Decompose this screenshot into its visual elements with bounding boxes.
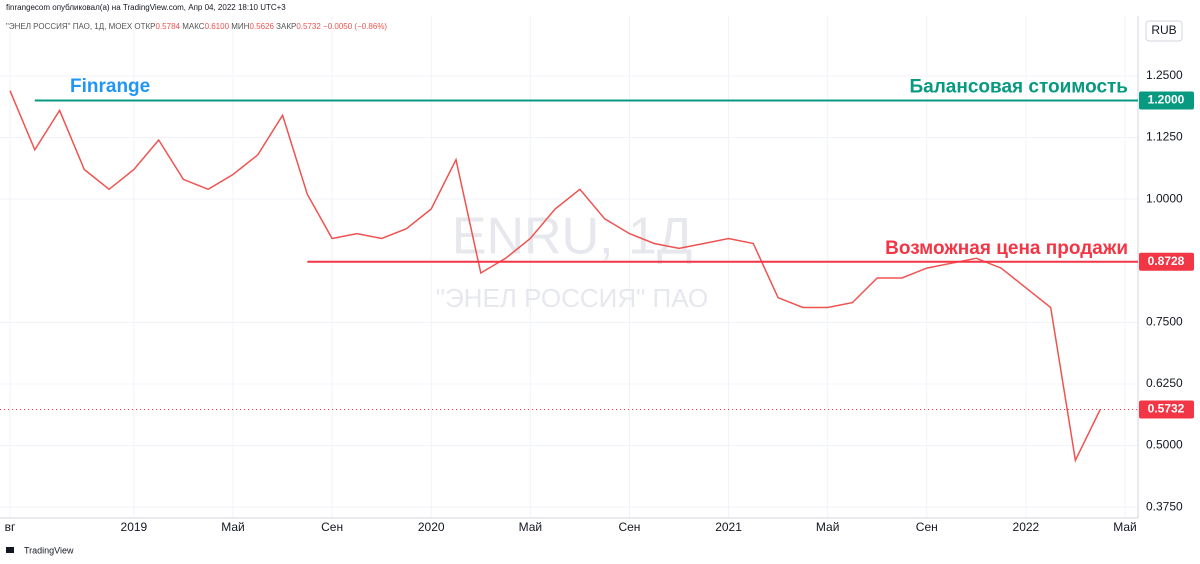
logo bbox=[6, 547, 14, 553]
level-tag bbox=[1139, 252, 1194, 271]
publisher: finrangecom опубликовал(а) на TradingVie… bbox=[6, 3, 286, 12]
x-tick-label: 2020 bbox=[418, 520, 445, 534]
footer: TradingView bbox=[24, 545, 74, 555]
high: 0.6100 bbox=[205, 22, 230, 31]
open: 0.5784 bbox=[156, 22, 181, 31]
level-tag-label: 1.2000 bbox=[1148, 93, 1185, 107]
x-tick-label: Май bbox=[221, 520, 245, 534]
price-line bbox=[9, 90, 1101, 463]
low-label: МИН bbox=[231, 22, 249, 31]
last-price-label: 0.5732 bbox=[1148, 402, 1185, 416]
x-tick-label: Сен bbox=[916, 520, 938, 534]
x-tick-label: 2021 bbox=[715, 520, 742, 534]
high-label: МАКС bbox=[182, 22, 205, 31]
x-tick-label: Май bbox=[519, 520, 543, 534]
y-tick-label: 0.7500 bbox=[1146, 315, 1183, 329]
change: −0.0050 (−0.86%) bbox=[323, 22, 387, 31]
y-tick-label: 0.6250 bbox=[1146, 376, 1183, 390]
level-tag-label: 0.8728 bbox=[1148, 254, 1185, 268]
last-price-tag bbox=[1139, 400, 1194, 419]
close-label: ЗАКР bbox=[276, 22, 296, 31]
close: 0.5732 bbox=[296, 22, 321, 31]
level-tag bbox=[1139, 91, 1194, 110]
y-tick-label: 1.2500 bbox=[1146, 68, 1183, 82]
currency: RUB bbox=[1151, 23, 1176, 37]
y-tick-label: 1.0000 bbox=[1146, 191, 1183, 205]
watermark-ticker: ENRU, 1Д bbox=[452, 208, 692, 266]
annotation: Finrange bbox=[70, 76, 150, 97]
x-tick-label: 2022 bbox=[1013, 520, 1040, 534]
open-label: ОТКР bbox=[134, 22, 155, 31]
x-tick-label: 2019 bbox=[121, 520, 148, 534]
currency-box[interactable] bbox=[1145, 20, 1183, 42]
x-tick-label: Сен bbox=[618, 520, 640, 534]
ohlc-line: "ЭНЕЛ РОССИЯ" ПАО, 1Д, MOEX ОТКР0.5784 М… bbox=[6, 22, 387, 31]
watermark-name: "ЭНЕЛ РОССИЯ" ПАО bbox=[436, 283, 708, 313]
x-tick-label: Май bbox=[1113, 520, 1137, 534]
low: 0.5626 bbox=[249, 22, 274, 31]
symbol: "ЭНЕЛ РОССИЯ" ПАО, 1Д, MOEX bbox=[6, 22, 133, 31]
y-tick-label: 1.1250 bbox=[1146, 130, 1183, 144]
y-tick-label: 0.5000 bbox=[1146, 438, 1183, 452]
level-name: Возможная цена продажи bbox=[885, 238, 1128, 259]
x-tick-label: Май bbox=[816, 520, 840, 534]
y-tick-label: 0.3750 bbox=[1146, 499, 1183, 513]
level-name: Балансовая стоимость bbox=[910, 77, 1129, 98]
x-tick-label: вг bbox=[5, 520, 16, 534]
x-tick-label: Сен bbox=[321, 520, 343, 534]
